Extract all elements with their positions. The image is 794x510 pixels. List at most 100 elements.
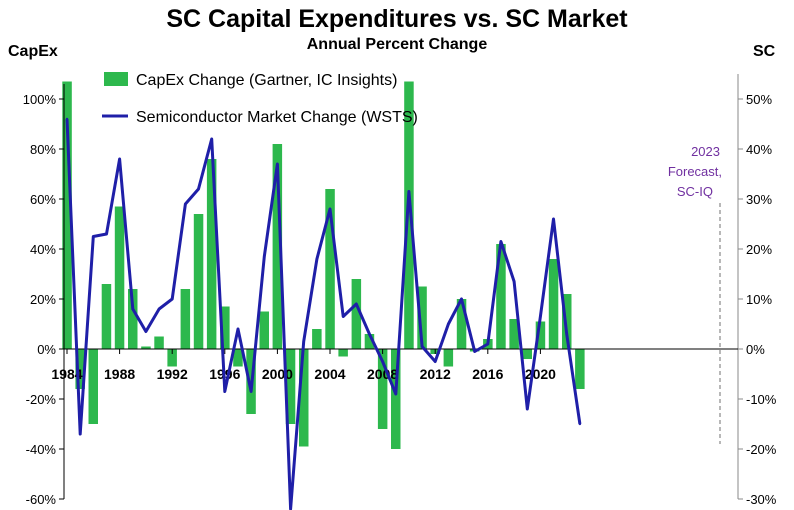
sc-market-point (92, 235, 95, 238)
sc-market-point (460, 297, 463, 301)
sc-market-point (157, 307, 161, 311)
left-axis-title: CapEx (8, 43, 58, 60)
sc-market-point (328, 207, 332, 211)
capex-bar (509, 319, 519, 349)
right-tick-label: -10% (746, 392, 777, 407)
capex-bar (141, 346, 151, 349)
capex-bar (299, 349, 309, 447)
x-tick-label: 1984 (51, 366, 82, 382)
right-tick-label: -30% (746, 492, 777, 507)
right-axis-title: SC (753, 43, 776, 60)
chart-title: SC Capital Expenditures vs. SC Market (166, 5, 628, 33)
capex-bar (88, 349, 98, 424)
capex-bar (114, 206, 125, 349)
capex-bar (364, 334, 375, 349)
capex-bar (193, 214, 204, 349)
sc-market-point (394, 392, 397, 396)
right-tick-label: 40% (746, 142, 772, 157)
sc-market-point (184, 202, 187, 206)
left-tick-label: -60% (26, 492, 57, 507)
capex-bar (391, 349, 401, 449)
capex-bar (312, 329, 322, 349)
annotation-line-3: SC-IQ (677, 184, 713, 199)
sc-market-point (486, 342, 489, 346)
capex-bar (259, 311, 269, 349)
capex-bar (101, 284, 112, 349)
legend-label-sc: Semiconductor Market Change (WSTS) (136, 109, 418, 126)
sc-market-point (276, 162, 279, 166)
right-tick-label: 0% (746, 342, 765, 357)
sc-market-point (526, 407, 529, 411)
sc-market-point (512, 280, 516, 283)
x-tick-label: 2020 (525, 366, 556, 382)
capex-bar (206, 159, 217, 349)
capex-bar (377, 349, 388, 429)
left-tick-label: 0% (37, 342, 56, 357)
capex-bar (62, 81, 72, 349)
sc-market-point (499, 240, 503, 243)
capex-bar (404, 81, 414, 349)
left-tick-label: 60% (30, 192, 56, 207)
sc-market-point (315, 257, 319, 261)
x-tick-label: 1988 (104, 366, 135, 382)
sc-market-point (407, 190, 411, 193)
sc-market-point (289, 507, 292, 510)
capex-bar (220, 306, 230, 349)
annotation-line-1: 2023 (691, 144, 720, 159)
sc-market-line-group (65, 117, 582, 510)
sc-market-point (197, 187, 200, 191)
capex-bar (535, 321, 546, 349)
capex-bar (456, 299, 467, 349)
left-tick-label: 20% (30, 292, 56, 307)
sc-market-point (368, 332, 371, 336)
sc-market-point (236, 327, 240, 331)
x-tick-label: 1992 (157, 366, 188, 382)
sc-market-point (263, 255, 266, 258)
capex-bar (272, 144, 283, 349)
capex-bar (167, 349, 177, 367)
capex-bar (154, 336, 164, 349)
capex-bar (522, 349, 532, 359)
capex-bar (75, 349, 85, 389)
right-tick-label: 10% (746, 292, 772, 307)
sc-market-point (434, 360, 437, 363)
capex-bar (443, 349, 454, 367)
x-tick-label: 2016 (472, 366, 503, 382)
sc-market-point (539, 315, 542, 318)
left-tick-label: -40% (26, 442, 57, 457)
capex-bar (285, 349, 296, 424)
sc-market-point (420, 345, 424, 348)
sc-market-point (223, 390, 226, 393)
x-tick-label: 2000 (262, 366, 293, 382)
axes: -60% -40% -20% 0% 20% 40% 60% 80% 100% -30% -20% -1… (23, 74, 777, 507)
sc-market-point (79, 432, 82, 436)
capex-bar (417, 286, 427, 349)
sc-market-point (144, 330, 148, 333)
sc-market-point (65, 117, 69, 121)
right-tick-label: -20% (746, 442, 777, 457)
x-tick-label: 2008 (367, 366, 398, 382)
sc-market-point (473, 350, 476, 353)
right-tick-label: 20% (746, 242, 772, 257)
sc-market-point (447, 322, 450, 326)
capex-bar (338, 349, 348, 357)
sc-market-point (249, 390, 253, 393)
sc-market-point (131, 307, 134, 311)
legend-label-capex: CapEx Change (Gartner, IC Insights) (136, 72, 397, 89)
sc-market-point (355, 302, 358, 306)
capex-bar (548, 259, 559, 349)
sc-market-point (578, 422, 582, 426)
right-tick-label: 30% (746, 192, 772, 207)
left-tick-label: -20% (26, 392, 57, 407)
annotation-line-2: Forecast, (668, 164, 722, 179)
left-tick-label: 80% (30, 142, 56, 157)
sc-market-point (552, 217, 555, 221)
capex-bar (351, 279, 362, 349)
x-tick-label: 2012 (420, 366, 451, 382)
capex-bar (575, 349, 585, 389)
sc-market-point (171, 297, 174, 301)
sc-market-point (118, 157, 121, 161)
capex-bar (128, 289, 138, 349)
sc-market-point (302, 340, 305, 343)
capex-bar (233, 349, 243, 367)
